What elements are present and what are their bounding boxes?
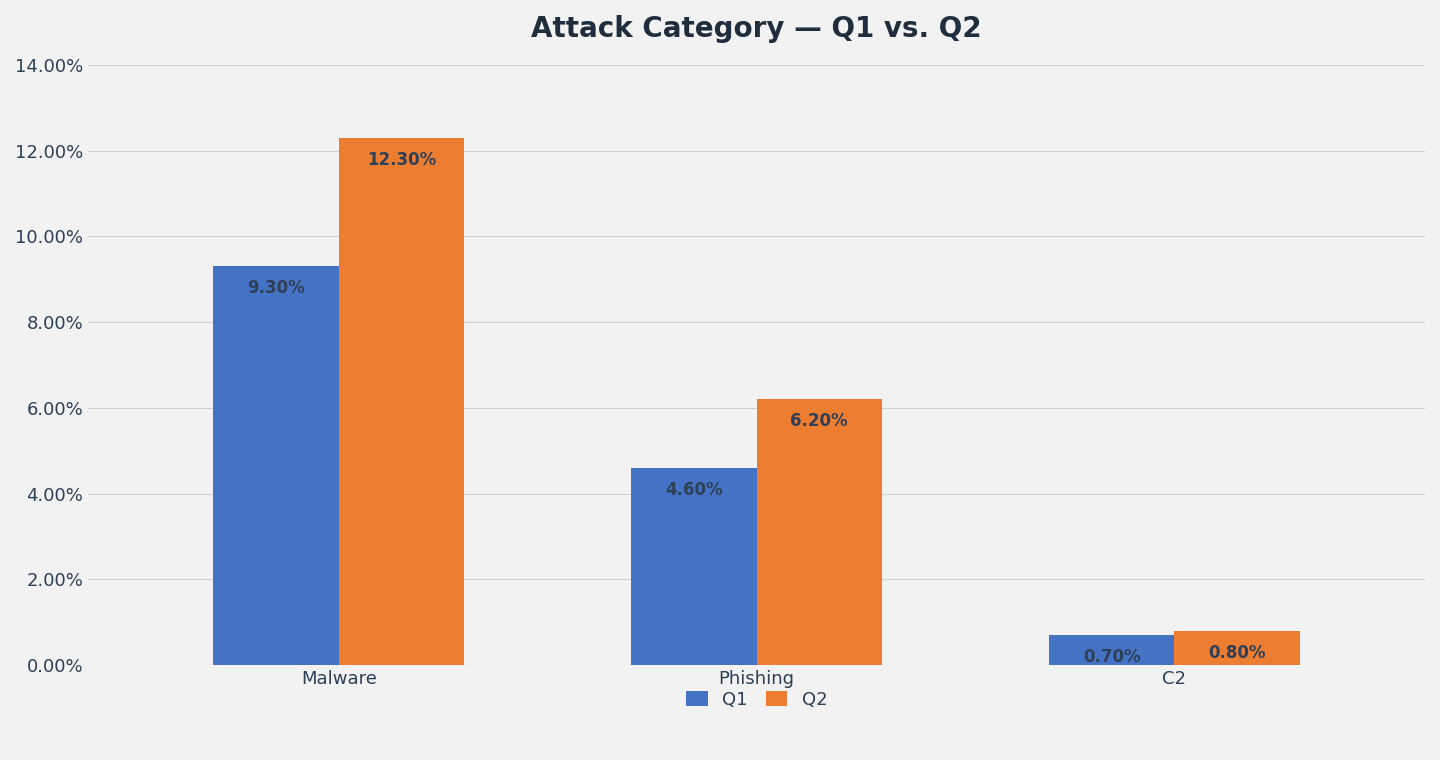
Text: 12.30%: 12.30% (367, 150, 436, 169)
Text: 6.20%: 6.20% (791, 412, 848, 430)
Legend: Q1, Q2: Q1, Q2 (678, 684, 834, 716)
Text: 9.30%: 9.30% (248, 279, 305, 297)
Title: Attack Category — Q1 vs. Q2: Attack Category — Q1 vs. Q2 (531, 15, 982, 43)
Bar (1175, 631, 1300, 665)
Bar (1048, 635, 1175, 665)
Text: 0.70%: 0.70% (1083, 648, 1140, 666)
Bar (631, 468, 756, 665)
Text: 4.60%: 4.60% (665, 481, 723, 499)
Text: 0.80%: 0.80% (1208, 644, 1266, 662)
Bar (213, 266, 338, 665)
Bar (338, 138, 464, 665)
Bar (756, 399, 881, 665)
